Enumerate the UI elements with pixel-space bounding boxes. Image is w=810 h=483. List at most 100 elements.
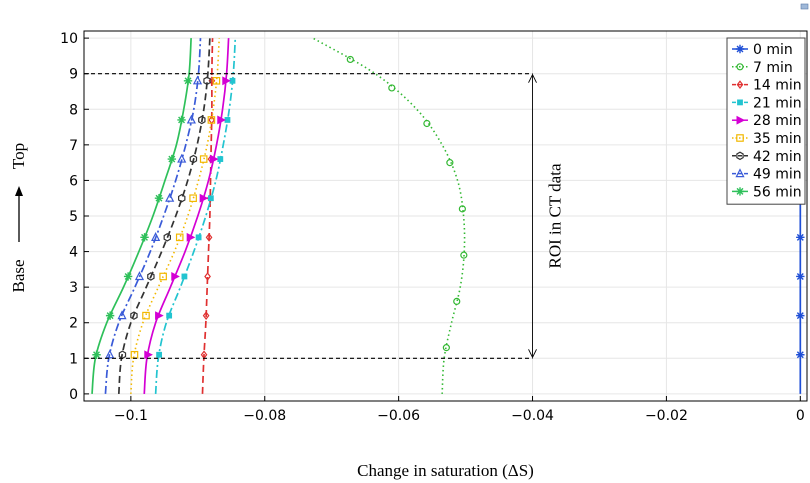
roi-label: ROI in CT data	[546, 163, 565, 268]
data-point	[123, 272, 133, 281]
data-point	[192, 75, 203, 85]
data-point	[151, 232, 161, 241]
x-axis-label: Change in saturation (ΔS)	[357, 461, 534, 480]
data-point	[198, 115, 206, 125]
series-56-min	[91, 38, 193, 394]
data-point	[736, 151, 744, 161]
data-point	[736, 80, 744, 89]
roi-arrowhead-bottom	[528, 349, 537, 359]
data-point	[147, 272, 155, 281]
data-point	[796, 233, 805, 242]
data-point	[105, 311, 115, 320]
legend-label: 21 min	[753, 95, 802, 111]
data-point	[117, 310, 127, 320]
series-49-min	[104, 38, 203, 394]
y-tick-label: 9	[69, 67, 78, 83]
expand-icon[interactable]	[800, 3, 809, 10]
data-point	[423, 119, 431, 128]
series-line	[154, 38, 237, 394]
series-line	[117, 38, 211, 394]
data-point	[736, 115, 746, 125]
data-point	[142, 311, 150, 320]
y-tick-label: 4	[69, 245, 78, 261]
legend-label: 28 min	[753, 113, 802, 129]
data-point	[167, 154, 177, 164]
data-point	[207, 195, 214, 202]
data-point	[205, 232, 213, 242]
data-point	[181, 273, 188, 280]
data-point	[199, 193, 209, 203]
data-point	[154, 194, 164, 203]
data-point	[736, 134, 744, 142]
y-tick-label: 5	[69, 209, 78, 225]
y-tick-label: 7	[69, 138, 78, 154]
legend-item: 35 min	[732, 131, 802, 147]
y-axis-label-top: Top	[9, 143, 28, 169]
ticks: −0.1 −0.08 −0.06 −0.04 −0.02 0 0 1 2 3 4 5 6 7 8 9 10	[60, 31, 805, 424]
data-point	[222, 76, 231, 86]
data-point	[155, 311, 164, 321]
data-point	[195, 234, 202, 241]
series-21-min	[154, 38, 237, 394]
x-tick-label: −0.02	[645, 408, 688, 424]
y-tick-label: 6	[69, 173, 78, 189]
series-line	[104, 38, 202, 394]
data-point	[217, 115, 226, 125]
series-28-min	[143, 38, 231, 394]
x-tick-label: 0	[796, 408, 805, 424]
data-point	[159, 272, 167, 281]
series-42-min	[117, 38, 211, 394]
data-point	[453, 297, 461, 305]
legend-item: 28 min	[732, 113, 802, 129]
data-point	[737, 99, 743, 106]
x-tick-label: −0.1	[114, 408, 148, 424]
series-7-min	[312, 37, 468, 394]
data-point	[736, 63, 744, 71]
legend-label: 0 min	[753, 42, 793, 58]
data-point	[796, 350, 805, 359]
grid	[84, 31, 807, 401]
data-point	[446, 159, 454, 167]
y-tick-label: 10	[60, 31, 78, 47]
series-35-min	[130, 38, 221, 394]
data-point	[735, 168, 745, 178]
data-point	[166, 312, 173, 319]
data-point	[144, 350, 153, 360]
data-point	[171, 272, 180, 281]
data-point	[796, 272, 805, 281]
data-point	[735, 44, 745, 54]
data-point	[105, 349, 115, 359]
legend-label: 7 min	[753, 60, 793, 76]
legend-item: 56 min	[732, 184, 802, 200]
legend-label: 35 min	[753, 131, 802, 147]
legend-label: 49 min	[753, 167, 802, 183]
data-point	[183, 76, 193, 86]
y-tick-label: 2	[69, 316, 78, 332]
series-line	[201, 38, 214, 394]
data-point	[140, 233, 149, 242]
legend-label: 42 min	[753, 149, 802, 165]
data-point	[165, 192, 175, 202]
data-point	[203, 76, 211, 86]
data-point	[346, 55, 354, 64]
series-line	[143, 38, 230, 394]
series-line	[91, 38, 192, 394]
data-point	[212, 77, 221, 85]
data-point	[163, 233, 171, 242]
data-point	[442, 344, 450, 352]
data-point	[92, 350, 101, 359]
data-point	[156, 351, 163, 358]
data-point	[186, 114, 196, 124]
data-point	[189, 194, 197, 203]
data-point	[175, 233, 184, 242]
data-point	[189, 154, 198, 164]
legend-label: 14 min	[753, 78, 802, 94]
data-point	[458, 205, 466, 213]
y-tick-label: 0	[69, 387, 78, 403]
data-point	[177, 153, 187, 163]
legend-item: 21 min	[732, 95, 802, 111]
data-point	[177, 115, 186, 125]
legend-item: 42 min	[732, 149, 802, 165]
series-line	[312, 37, 466, 394]
